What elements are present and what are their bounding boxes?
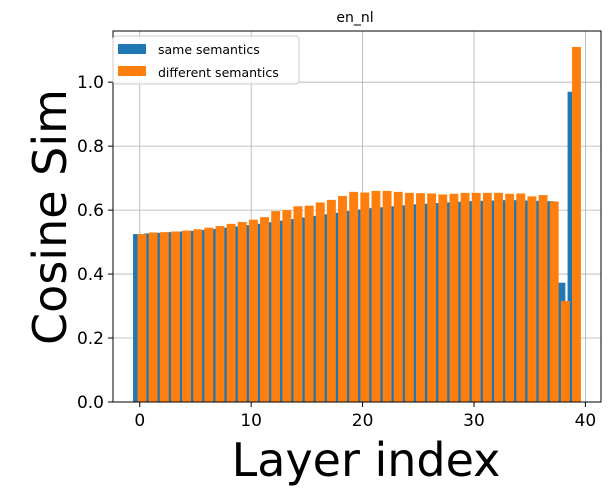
bar-different-semantics [148,232,158,402]
bar-different-semantics [349,191,359,402]
bar-different-semantics [304,205,314,402]
bar-different-semantics [438,194,448,402]
bar-different-semantics [237,221,247,402]
x-tick-label: 10 [240,411,262,431]
y-tick-label: 0.0 [77,393,104,413]
bar-different-semantics [371,190,381,402]
y-tick-label: 0.4 [77,265,104,285]
bar-different-semantics [360,192,370,402]
bar-different-semantics [260,217,269,402]
y-tick-label: 0.6 [77,201,104,221]
legend: same semantics different semantics [112,35,300,85]
bar-different-semantics [170,231,180,402]
y-tick-label: 0.2 [77,329,104,349]
bar-different-semantics [293,206,303,402]
plot-frame [112,30,602,403]
bar-different-semantics [271,211,281,402]
bar-different-semantics [460,192,470,402]
bar-different-semantics [204,227,214,402]
bar-different-semantics [226,223,236,402]
bars [133,46,581,402]
legend-label-same: same semantics [158,42,260,57]
bar-different-semantics [193,229,203,402]
bar-same-semantics [322,214,332,402]
bar-different-semantics [549,201,559,402]
bar-different-semantics [159,232,169,402]
bar-different-semantics [482,192,492,402]
legend-swatch-different [118,66,146,76]
legend-label-different: different semantics [158,65,279,80]
bar-different-semantics [315,202,325,402]
bar-same-semantics [500,200,510,402]
bar-different-semantics [404,192,414,402]
bar-different-semantics [449,193,459,402]
bar-different-semantics [393,191,403,402]
bar-different-semantics [215,226,225,402]
axis-ticks: 0 10 20 30 40 0.0 0.2 0.4 0.6 0.8 1.0 [77,73,596,431]
bar-different-semantics [516,193,526,402]
bar-same-semantics [266,222,276,402]
x-tick-label: 20 [352,411,374,431]
x-axis-label: Layer index [232,433,501,487]
bar-different-semantics [538,195,548,402]
bar-different-semantics [427,193,437,402]
y-axis-label: Cosine Sim [23,89,77,345]
bar-different-semantics [248,219,258,402]
bar-different-semantics [382,190,392,402]
legend-swatch-same [118,44,146,54]
x-tick-label: 30 [463,411,485,431]
bar-different-semantics [182,230,191,402]
chart-title: en_nl [336,10,373,26]
bar-different-semantics [326,199,336,402]
bar-same-semantics [433,203,443,402]
bar-different-semantics [416,193,425,402]
bar-different-semantics [137,234,147,402]
bar-different-semantics [338,196,347,402]
x-tick-label: 40 [575,411,597,431]
bar-different-semantics [471,192,481,402]
bar-different-semantics [560,300,570,402]
bar-different-semantics [572,46,581,402]
bar-same-semantics [489,200,499,402]
bar-different-semantics [494,192,503,402]
bar-different-semantics [282,210,292,402]
bar-different-semantics [527,196,537,402]
bar-same-semantics [378,207,388,402]
y-tick-label: 1.0 [77,73,104,93]
legend-box [112,35,300,85]
y-tick-label: 0.8 [77,137,104,157]
x-tick-label: 0 [134,411,145,431]
bar-different-semantics [505,193,515,402]
